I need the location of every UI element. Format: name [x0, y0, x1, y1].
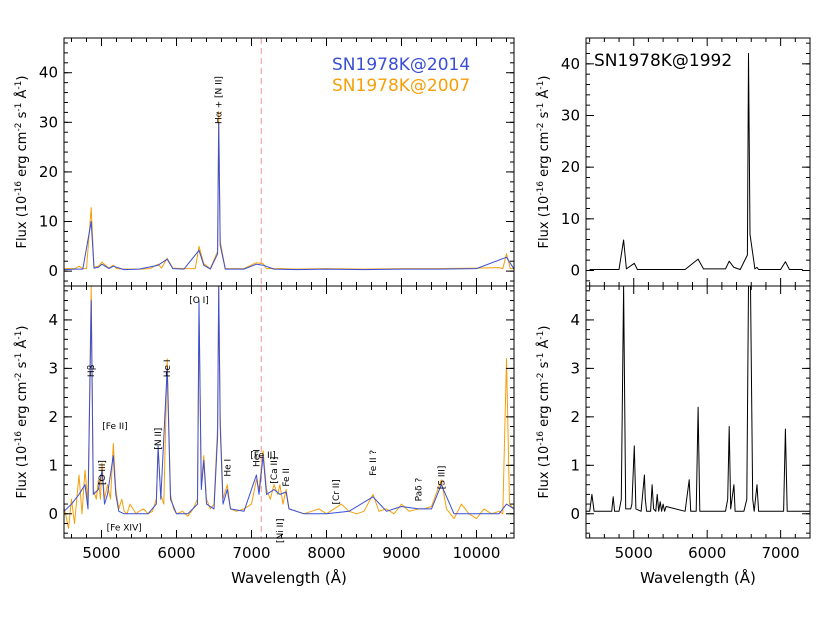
y-tick-label: 0 — [48, 505, 58, 523]
series-sn1978k-2014 — [64, 286, 514, 515]
x-tick-label: 5000 — [615, 544, 653, 562]
x-tick-label: 6000 — [688, 544, 726, 562]
x-tick-label: 9000 — [382, 544, 420, 562]
y-axis-label: Flux (10-16 erg cm-2 s-1 Å-1) — [14, 326, 30, 499]
line-annotation: [Fe II] — [250, 451, 275, 461]
series-sn1978k-1992 — [589, 53, 803, 270]
line-annotation: [O I] — [189, 296, 209, 306]
line-annotation: He I — [252, 449, 262, 467]
y-tick-label: 20 — [561, 158, 580, 176]
y-tick-label: 3 — [48, 359, 58, 377]
line-annotation: [Ni II] — [276, 519, 286, 543]
y-tick-label: 20 — [39, 163, 58, 181]
series-sn1978k-2007 — [64, 110, 514, 270]
legend-entry: SN1978K@2014 — [332, 55, 470, 75]
x-axis-label: Wavelength (Å) — [640, 568, 756, 587]
line-annotation: [Fe XIV] — [107, 524, 142, 534]
panel-top-left: 0 10 20 30 40 Flux (10-16 erg cm-2 s-1 Å-1) SN… — [14, 37, 515, 287]
x-tick-label: 7000 — [232, 544, 270, 562]
line-annotation: He I — [163, 359, 173, 377]
y-tick-label: 1 — [570, 456, 580, 474]
y-tick-label: 2 — [48, 408, 58, 426]
y-tick-label: 30 — [39, 113, 58, 131]
y-tick-label: 0 — [570, 262, 580, 280]
legend-entry: SN1978K@2007 — [332, 76, 470, 96]
line-annotation: [N II] — [154, 428, 164, 450]
panel-top-right: 0 10 20 30 40 Flux (10-16 erg cm-2 s-1 Å-1) SN… — [536, 37, 811, 287]
line-annotation: [Cr II] — [332, 479, 342, 504]
line-annotation: Hα + [N II] — [215, 76, 225, 124]
line-annotation: Paδ ? — [415, 477, 425, 501]
y-tick-label: 0 — [570, 505, 580, 523]
line-annotation: [Ca II] — [270, 457, 280, 484]
panel-bottom-right: 0 1 2 3 4 5000 6000 7000 Wavelength (Å) Flux (10-… — [536, 285, 811, 587]
y-tick-label: 4 — [570, 311, 580, 329]
line-annotation: He I — [223, 459, 233, 477]
plot-frame — [63, 285, 515, 539]
x-tick-label: 5000 — [82, 544, 120, 562]
y-tick-label: 0 — [48, 262, 58, 280]
x-tick-label: 10000 — [453, 544, 501, 562]
y-tick-label: 10 — [39, 213, 58, 231]
line-annotation: [Fe II] — [102, 422, 127, 432]
y-tick-label: 4 — [48, 311, 58, 329]
series-sn1978k-2014 — [64, 121, 514, 271]
panel-title: SN1978K@1992 — [594, 51, 732, 71]
x-axis-label: Wavelength (Å) — [231, 568, 347, 587]
x-tick-label: 7000 — [762, 544, 800, 562]
y-tick-label: 30 — [561, 107, 580, 125]
plot-frame — [585, 285, 811, 539]
y-tick-label: 40 — [39, 64, 58, 82]
y-axis-label: Flux (10-16 erg cm-2 s-1 Å-1) — [14, 76, 30, 249]
y-tick-label: 40 — [561, 55, 580, 73]
panel-bottom-left: 0 1 2 3 4 5000 6000 7000 8000 9000 10000 Wavelength… — [14, 285, 515, 587]
x-tick-label: 6000 — [157, 544, 195, 562]
y-axis-label: Flux (10-16 erg cm-2 s-1 Å-1) — [536, 326, 552, 499]
series-sn1978k-1992 — [586, 286, 810, 512]
y-tick-label: 2 — [570, 408, 580, 426]
plot-frame — [585, 37, 811, 287]
y-tick-label: 1 — [48, 456, 58, 474]
line-annotation: Fe II ? — [369, 450, 379, 476]
series-sn1978k-2007 — [64, 286, 514, 529]
line-annotation: [S III] — [437, 466, 447, 490]
y-axis-label: Flux (10-16 erg cm-2 s-1 Å-1) — [536, 76, 552, 249]
y-tick-label: 10 — [561, 210, 580, 228]
y-tick-label: 3 — [570, 359, 580, 377]
line-annotation: [O III] — [98, 460, 108, 485]
line-annotation: Hβ — [87, 364, 97, 377]
x-tick-label: 8000 — [307, 544, 345, 562]
line-annotation: Fe II — [282, 468, 292, 486]
